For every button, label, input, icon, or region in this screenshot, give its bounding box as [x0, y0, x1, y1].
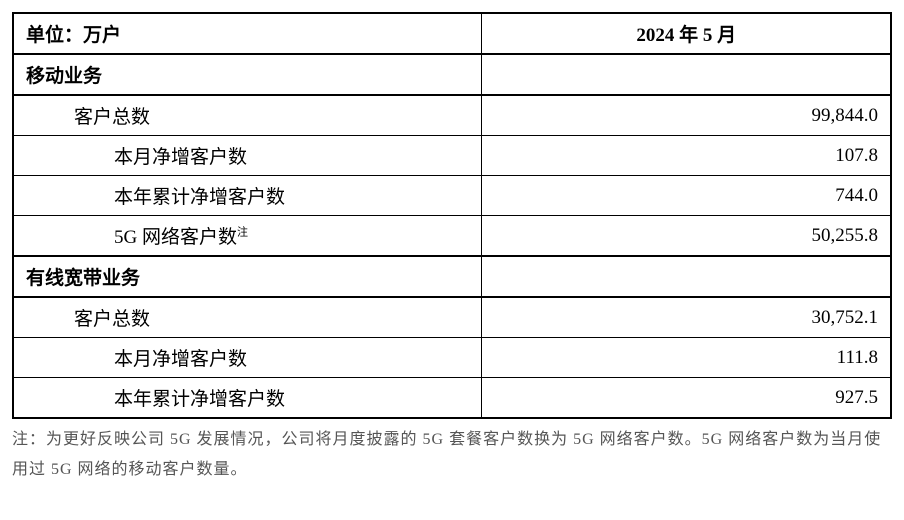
row-label: 本月净增客户数 — [13, 136, 482, 176]
row-label: 客户总数 — [13, 95, 482, 136]
row-label: 本月净增客户数 — [13, 338, 482, 378]
row-value: 927.5 — [482, 378, 891, 419]
table-row: 客户总数30,752.1 — [13, 297, 891, 338]
section-empty-cell — [482, 54, 891, 95]
data-table: 单位：万户2024 年 5 月移动业务客户总数99,844.0本月净增客户数10… — [12, 12, 892, 419]
footnote-text: 注：为更好反映公司 5G 发展情况，公司将月度披露的 5G 套餐客户数换为 5G… — [12, 425, 892, 486]
section-title: 有线宽带业务 — [13, 256, 482, 297]
row-value: 50,255.8 — [482, 216, 891, 257]
table-row: 本年累计净增客户数927.5 — [13, 378, 891, 419]
section-title: 移动业务 — [13, 54, 482, 95]
table-row: 客户总数99,844.0 — [13, 95, 891, 136]
section-empty-cell — [482, 256, 891, 297]
period-label: 2024 年 5 月 — [482, 13, 891, 54]
table-row: 本月净增客户数111.8 — [13, 338, 891, 378]
unit-label: 单位：万户 — [13, 13, 482, 54]
section-header-row: 移动业务 — [13, 54, 891, 95]
superscript-note: 注 — [237, 227, 248, 239]
row-label: 5G 网络客户数注 — [13, 216, 482, 257]
row-value: 107.8 — [482, 136, 891, 176]
row-value: 30,752.1 — [482, 297, 891, 338]
section-header-row: 有线宽带业务 — [13, 256, 891, 297]
table-row: 本年累计净增客户数744.0 — [13, 176, 891, 216]
table-row: 本月净增客户数107.8 — [13, 136, 891, 176]
row-label: 客户总数 — [13, 297, 482, 338]
table-body: 单位：万户2024 年 5 月移动业务客户总数99,844.0本月净增客户数10… — [13, 13, 891, 418]
table-row: 5G 网络客户数注50,255.8 — [13, 216, 891, 257]
row-label: 本年累计净增客户数 — [13, 378, 482, 419]
row-value: 111.8 — [482, 338, 891, 378]
row-label: 本年累计净增客户数 — [13, 176, 482, 216]
row-value: 744.0 — [482, 176, 891, 216]
row-value: 99,844.0 — [482, 95, 891, 136]
header-row: 单位：万户2024 年 5 月 — [13, 13, 891, 54]
